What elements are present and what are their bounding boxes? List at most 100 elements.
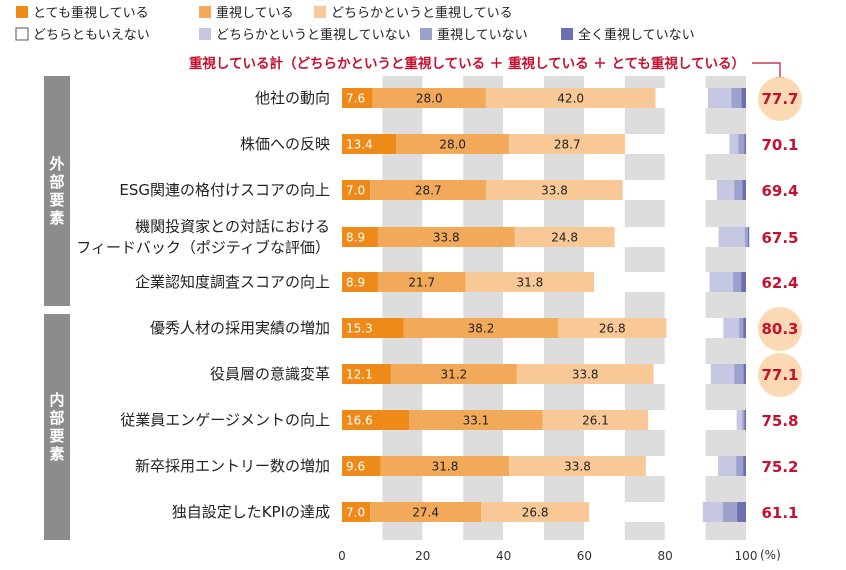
data-label: 28.0 xyxy=(439,138,466,152)
x-tick-label: 20 xyxy=(415,549,430,563)
bar-segment-s7 xyxy=(737,502,746,522)
bar-segment-s6 xyxy=(734,364,744,384)
bar-segment-s3 xyxy=(509,134,626,154)
data-label: 26.8 xyxy=(522,506,549,520)
data-label: 27.4 xyxy=(412,506,439,520)
bar-segment-s3 xyxy=(465,272,595,292)
total-value: 80.3 xyxy=(761,320,798,338)
category-label: 優秀人材の採用実績の増加 xyxy=(150,319,330,337)
category-label: 機関投資家との対話におけるフィードバック（ポジティブな評価） xyxy=(76,218,330,257)
bar-segment-s5 xyxy=(729,134,739,154)
bar-segment-s1 xyxy=(342,318,404,338)
group-bar-1 xyxy=(44,314,70,540)
data-label: 28.0 xyxy=(416,92,443,106)
bar-segment-s1 xyxy=(342,456,381,476)
bar-segment-s5 xyxy=(736,410,743,430)
bar-segment-s1 xyxy=(342,272,378,292)
data-label: 26.1 xyxy=(582,414,609,428)
data-label: 33.8 xyxy=(541,184,568,198)
bar-segment-s5 xyxy=(709,272,734,292)
x-axis-unit: (%) xyxy=(760,548,781,562)
data-label: 21.7 xyxy=(408,276,435,290)
bar-segment-s2 xyxy=(380,456,510,476)
total-highlight-circle xyxy=(758,77,802,121)
bar-segment-s4 xyxy=(655,88,709,108)
bar-segment-s6 xyxy=(739,318,744,338)
bar-segment-s2 xyxy=(377,272,466,292)
data-label: 16.6 xyxy=(346,414,373,428)
data-label: 15.3 xyxy=(346,322,373,336)
category-label: 独自設定したKPIの達成 xyxy=(172,503,330,521)
category-label: 新卒採用エントリー数の増加 xyxy=(135,457,330,475)
group-label-1: 内部要素 xyxy=(49,391,64,463)
bar-segment-s7 xyxy=(742,180,746,200)
bar-segment-s7 xyxy=(741,88,746,108)
bar-segment-s2 xyxy=(372,88,486,108)
x-tick-label: 40 xyxy=(496,549,511,563)
data-label: 13.4 xyxy=(346,138,373,152)
bar-segment-s3 xyxy=(485,88,656,108)
bar-segment-s6 xyxy=(738,134,745,154)
bar-segment-s5 xyxy=(723,318,740,338)
bar-segment-s6 xyxy=(731,88,742,108)
legend-swatch-s7 xyxy=(561,28,573,40)
bar-segment-s7 xyxy=(748,227,750,247)
total-value: 75.2 xyxy=(761,458,798,476)
data-label: 12.1 xyxy=(346,368,373,382)
bar-segment-s6 xyxy=(722,502,738,522)
legend-label-s2: 重視している xyxy=(216,5,294,21)
x-tick-label: 100 xyxy=(735,549,758,563)
bar-segment-s7 xyxy=(743,318,746,338)
bar-segment-s4 xyxy=(653,364,711,384)
bar-segment-s1 xyxy=(342,227,378,247)
bar-segment-s6 xyxy=(742,410,745,430)
group-label-0: 外部要素 xyxy=(48,155,64,227)
data-label: 8.9 xyxy=(346,276,365,290)
bar-segment-s3 xyxy=(514,227,615,247)
category-label: 株価への反映 xyxy=(240,135,330,153)
bar-segment-s5 xyxy=(718,456,737,476)
data-label: 26.8 xyxy=(599,322,626,336)
bar-segment-s1 xyxy=(342,502,371,522)
category-label: 役員層の意識変革 xyxy=(210,365,330,383)
bar-segment-s2 xyxy=(370,180,487,200)
bar-segment-s2 xyxy=(403,318,559,338)
total-highlight-circle xyxy=(758,307,802,351)
data-label: 33.1 xyxy=(463,414,490,428)
category-label: 他社の動向 xyxy=(255,89,330,107)
bar-segment-s6 xyxy=(733,272,742,292)
bar-segment-s3 xyxy=(542,410,649,430)
bar-segment-s6 xyxy=(736,456,744,476)
total-value: 62.4 xyxy=(761,274,798,292)
legend-label-s7: 全く重視していない xyxy=(578,27,695,43)
data-label: 7.6 xyxy=(346,92,365,106)
bar-segment-s7 xyxy=(743,364,746,384)
bar-segment-s4 xyxy=(648,410,737,430)
category-label: 従業員エンゲージメントの向上 xyxy=(120,411,330,429)
total-value: 69.4 xyxy=(761,182,798,200)
bar-segment-s2 xyxy=(409,410,543,430)
category-label: ESG関連の格付けスコアの向上 xyxy=(119,181,330,199)
bar-segment-s7 xyxy=(743,456,746,476)
bar-segment-s3 xyxy=(480,502,590,522)
bar-segment-s7 xyxy=(744,134,746,154)
data-label: 33.8 xyxy=(433,231,460,245)
legend-swatch-s4 xyxy=(15,27,29,41)
bar-segment-s4 xyxy=(666,318,724,338)
legend-label-s6: 重視していない xyxy=(437,27,528,43)
bar-segment-s7 xyxy=(741,272,746,292)
total-value: 75.8 xyxy=(761,412,798,430)
data-label: 31.8 xyxy=(432,460,459,474)
data-label: 33.8 xyxy=(564,460,591,474)
total-value: 70.1 xyxy=(761,136,798,154)
bar-segment-s4 xyxy=(594,272,710,292)
bar-segment-s1 xyxy=(342,364,391,384)
bar-segment-s1 xyxy=(342,134,397,154)
total-value: 61.1 xyxy=(761,504,798,522)
bar-segment-s2 xyxy=(377,227,515,247)
bar-segment-s5 xyxy=(710,364,735,384)
total-header-arrow xyxy=(752,62,781,78)
data-label: 31.2 xyxy=(441,368,468,382)
bar-segment-s5 xyxy=(718,227,745,247)
